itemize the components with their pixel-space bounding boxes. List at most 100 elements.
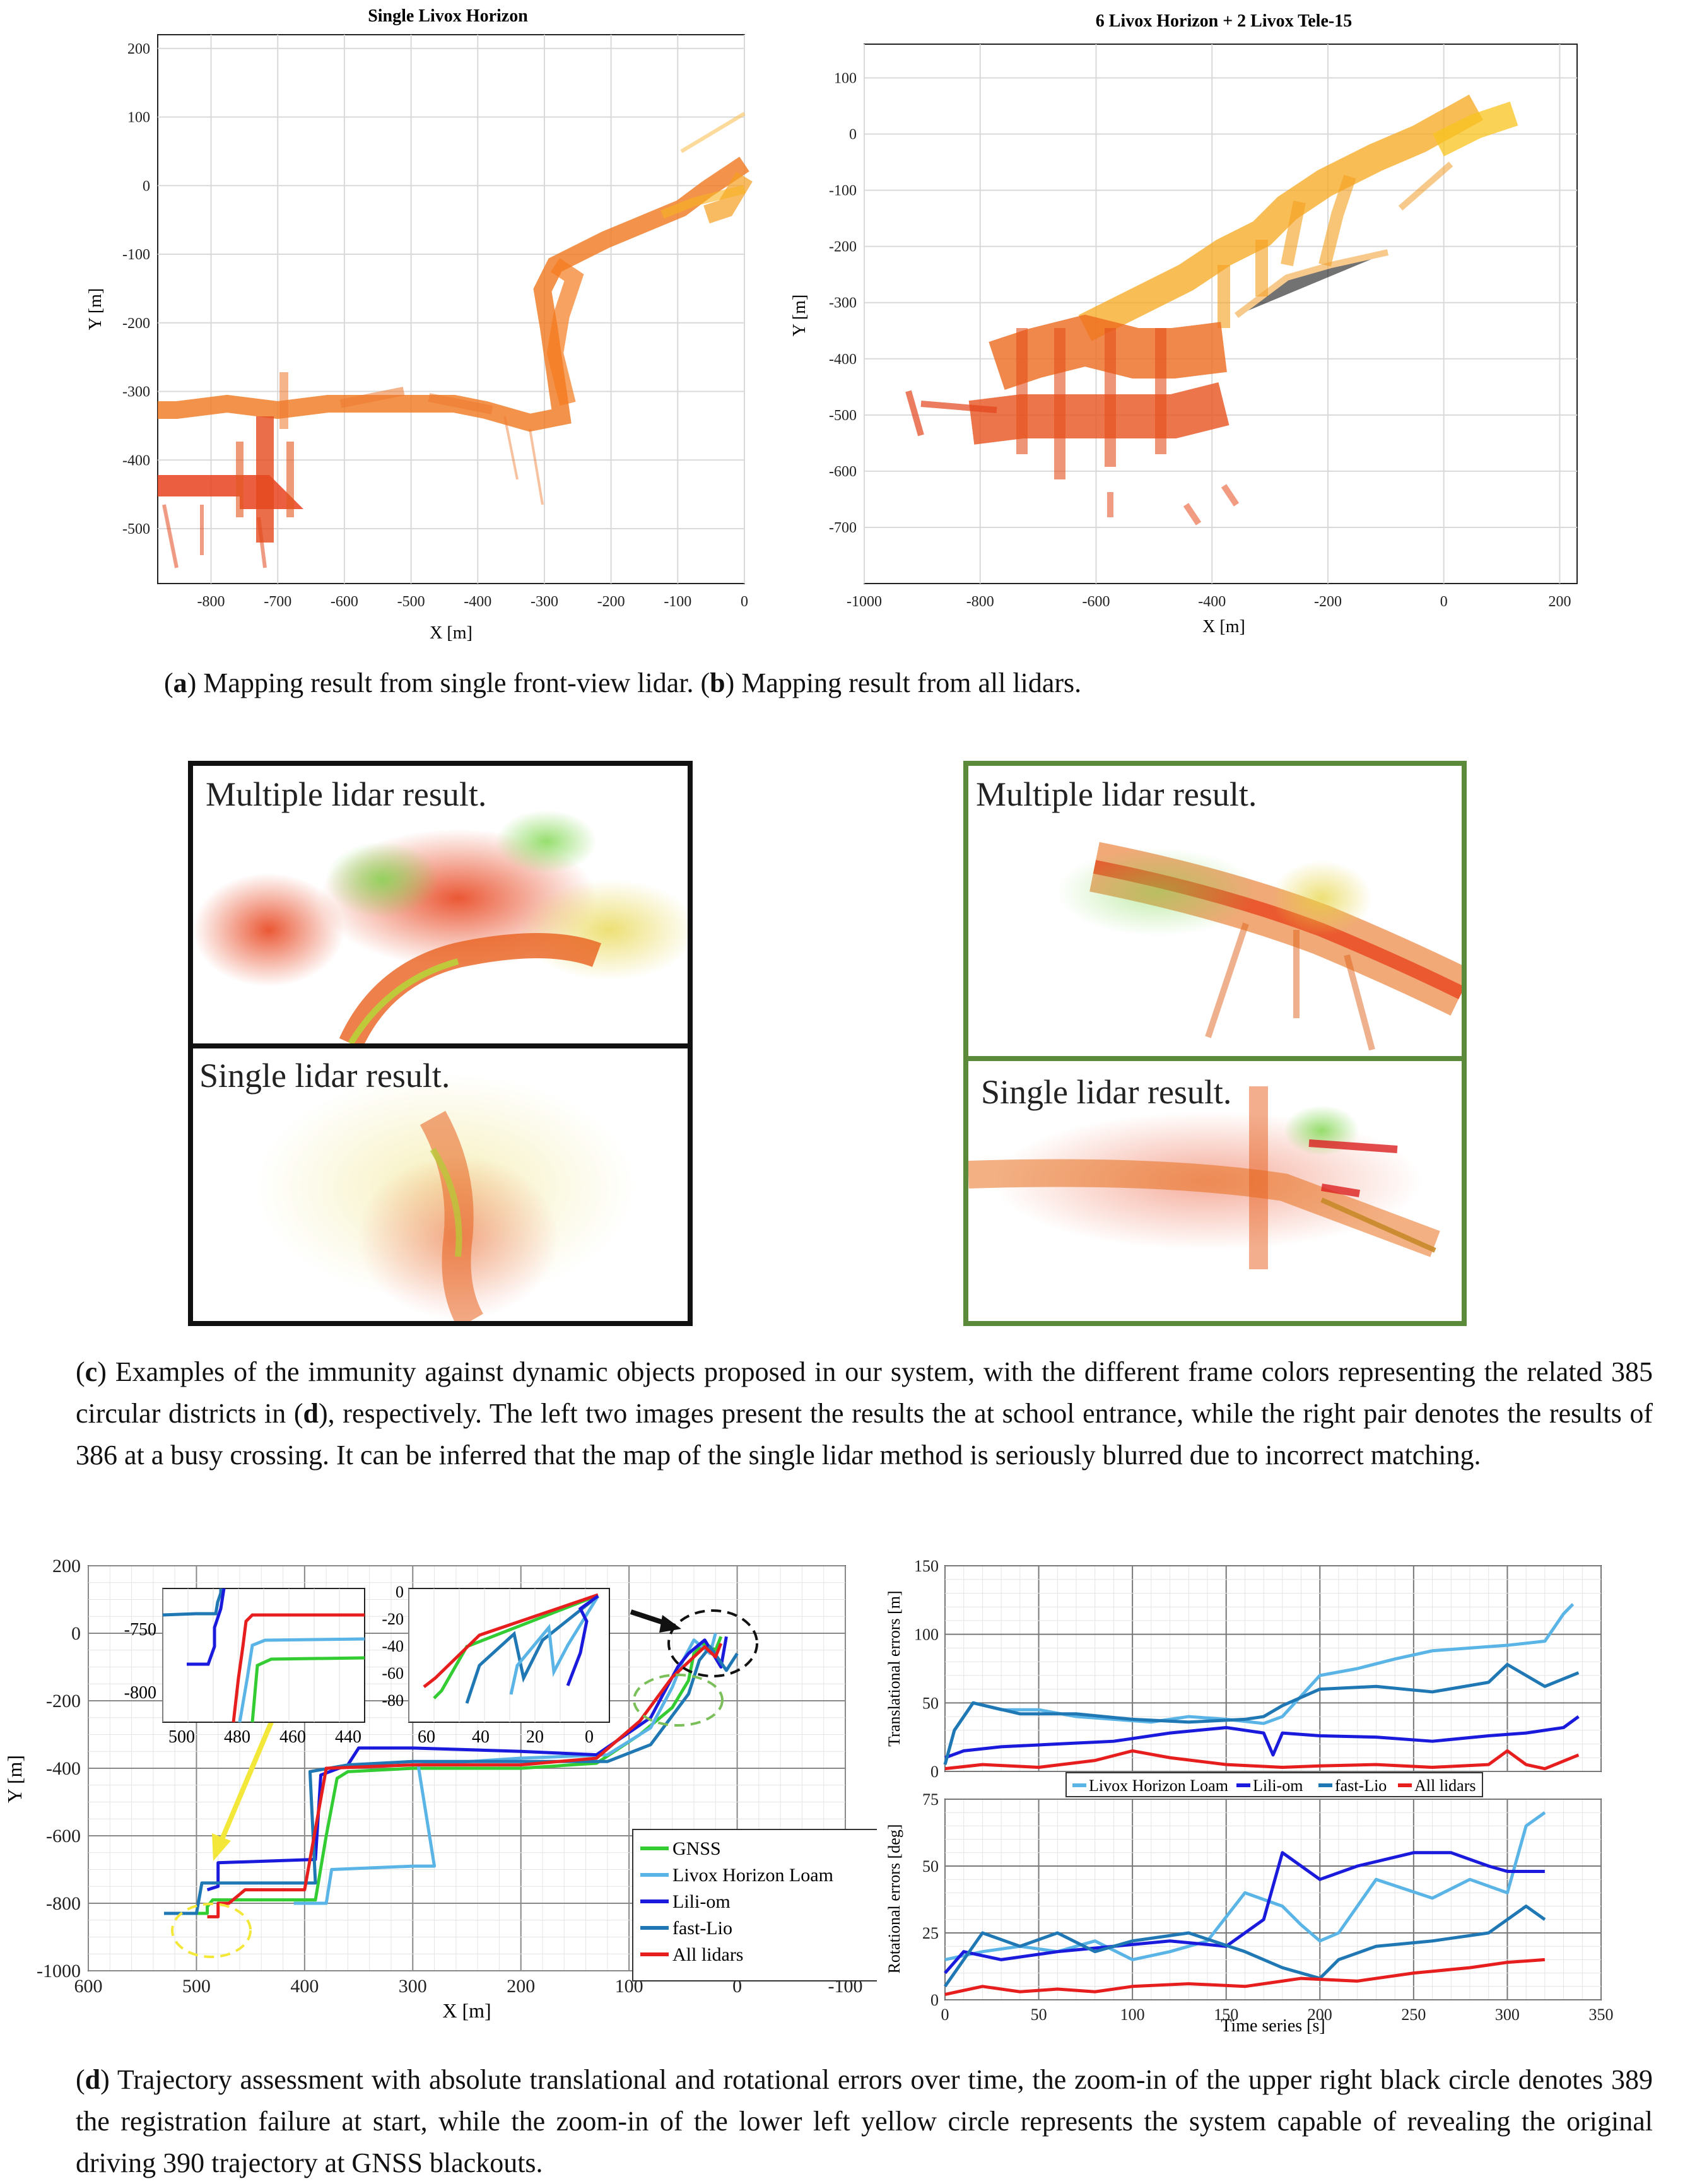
figure-a-xtick: 0 (741, 594, 748, 610)
inset-left-xtick: 480 (224, 1727, 250, 1747)
trajectory-line-lili-om (206, 1636, 728, 1891)
translational-ylabel: Translational errors [m] (885, 1590, 903, 1746)
figure-a-ylabel: Y [m] (86, 288, 105, 331)
errors-legend-label: fast-Lio (1335, 1776, 1387, 1795)
figure-a-xlabel: X [m] (430, 623, 472, 643)
figure-c-left-bottom (193, 1048, 688, 1321)
caption-c-letter: c (85, 1356, 98, 1387)
inset-right-line (433, 1595, 594, 1700)
errors-line-fast-lio (943, 1905, 1546, 1988)
inset-left-xtick: 500 (168, 1727, 195, 1747)
trajectory-ytick: -600 (46, 1826, 81, 1846)
trajectory-line-livox-horizon-loam (293, 1633, 717, 1905)
green-circle-annotation (633, 1674, 724, 1727)
trajectory-ytick: -200 (46, 1691, 81, 1711)
figure-b-xtick: -600 (1082, 594, 1110, 610)
inset-right-line (465, 1595, 599, 1704)
figure-a-ytick: 200 (127, 41, 150, 57)
errors-xtick: 150 (1214, 2005, 1238, 2024)
inset-right-zoom: 60 40 20 0 0 -20 -40 -60 -80 (382, 1583, 610, 1747)
trajectory-legend-label: Livox Horizon Loam (672, 1865, 833, 1886)
figure-c-right-bottom-label: Single lidar result. (981, 1073, 1232, 1111)
trajectory-legend-label: Lili-om (672, 1891, 731, 1912)
figure-b-xtick: -800 (966, 594, 994, 610)
figure-a-ytick: -400 (122, 452, 150, 469)
figure-a-xtick: -200 (597, 594, 625, 610)
trajectory-line-fast-lio (164, 1645, 739, 1915)
caption-a-letter: a (173, 667, 187, 698)
inset-left-line (162, 1588, 223, 1617)
figure-a-xtick: -800 (197, 594, 225, 610)
trajectory-ytick: 200 (52, 1556, 81, 1576)
caption-d: (d) Trajectory assessment with absolute … (76, 2064, 1653, 2178)
inset-left-zoom: 500 480 460 440 -750 -800 (124, 1588, 365, 1747)
inset-right-xtick: 40 (472, 1727, 490, 1747)
caption-ab: (a) Mapping result from single front-vie… (164, 662, 1615, 704)
inset-right-line (566, 1594, 599, 1686)
figure-a-xtick: -400 (464, 594, 491, 610)
caption-b-letter: b (710, 667, 725, 698)
figure-a-points (158, 112, 753, 568)
figure-c-left-frame: Multiple lidar result. Single lidar resu… (188, 761, 693, 1326)
inset-left-ytick: -750 (124, 1620, 156, 1640)
figure-b-points (905, 94, 1518, 525)
errors-xlabel: Time series [s] (1221, 2016, 1325, 2036)
inset-right-xtick: 0 (585, 1727, 594, 1747)
figure-b-ytick: -100 (829, 183, 857, 199)
errors-ytick: 50 (922, 1694, 939, 1712)
figure-c-right-top-image (1057, 842, 1462, 1051)
inset-right-xtick: 20 (526, 1727, 544, 1747)
caption-a-open: ( (164, 667, 173, 698)
figure-b-title: 6 Livox Horizon + 2 Livox Tele-15 (1096, 11, 1352, 31)
trajectory-xtick: 400 (290, 1976, 319, 1997)
errors-line-all-lidars (944, 1958, 1546, 1996)
figure-a-ytick: -200 (122, 315, 150, 332)
trajectory-ylabel: Y [m] (3, 1755, 26, 1803)
errors-ytick: 75 (922, 1790, 939, 1809)
trajectory-legend: GNSS Livox Horizon Loam Lili-om fast-Lio All… (632, 1829, 877, 1981)
figure-a-ytick: 100 (127, 110, 150, 126)
figure-b-ytick: -200 (829, 239, 857, 255)
trajectory-legend-label: All lidars (672, 1944, 744, 1965)
black-circle-annotation (667, 1609, 758, 1677)
figure-b-ytick: -500 (829, 408, 857, 424)
caption-d-letter: d (85, 2064, 101, 2095)
inset-left-xtick: 440 (335, 1727, 361, 1747)
errors-ytick: 150 (914, 1557, 939, 1575)
yellow-arrow-annotation (218, 1721, 274, 1843)
figure-b-map: 6 Livox Horizon + 2 Livox Tele-15 -1000 -… (790, 11, 1578, 637)
errors-xtick: 350 (1589, 2005, 1614, 2024)
inset-right-ytick: -60 (382, 1664, 404, 1682)
figure-a-map: Single Livox Horizon -800 -700 -600 -500 -40… (86, 6, 753, 643)
figure-b-xtick: 200 (1548, 594, 1571, 610)
figure-b-ytick: -300 (829, 295, 857, 312)
errors-legend-label: Livox Horizon Loam (1089, 1776, 1228, 1795)
trajectory-ytick: 0 (71, 1623, 81, 1644)
errors-line-fast-lio (943, 1662, 1580, 1765)
errors-ytick: 100 (914, 1626, 939, 1644)
figure-c-right-frame: Multiple lidar result. Single lidar resu… (963, 761, 1467, 1326)
trajectory-ytick: -400 (46, 1758, 81, 1779)
trajectory-legend-box (632, 1829, 877, 1981)
figure-c-right-bottom (968, 1061, 1462, 1321)
errors-line-livox-horizon-loam (943, 1603, 1575, 1765)
figure-a-xtick: -100 (664, 594, 691, 610)
caption-c: (c) Examples of the immunity against dyn… (76, 1356, 1653, 1471)
inset-right-frame (408, 1588, 610, 1723)
inset-right-ytick: 0 (396, 1583, 404, 1601)
errors-xtick: 100 (1120, 2005, 1145, 2024)
figure-b-ytick: 100 (834, 70, 857, 86)
figure-a-xtick: -700 (264, 594, 291, 610)
caption-c-part1: ) Examples of the immunity against dynam… (76, 1356, 1653, 1429)
errors-line-lili-om (944, 1851, 1545, 1975)
figure-c-right-top-label: Multiple lidar result. (976, 775, 1257, 813)
caption-c-part2: ), respectively. The left two images pre… (76, 1398, 1653, 1471)
inset-right-line (509, 1595, 600, 1695)
inset-right-xtick: 60 (418, 1727, 435, 1747)
figure-b-xtick: -1000 (847, 594, 882, 610)
errors-ytick: 50 (922, 1857, 939, 1876)
figure-b-ylabel: Y [m] (790, 295, 809, 337)
figure-b-xtick: -400 (1198, 594, 1226, 610)
errors-xtick: 250 (1401, 2005, 1426, 2024)
